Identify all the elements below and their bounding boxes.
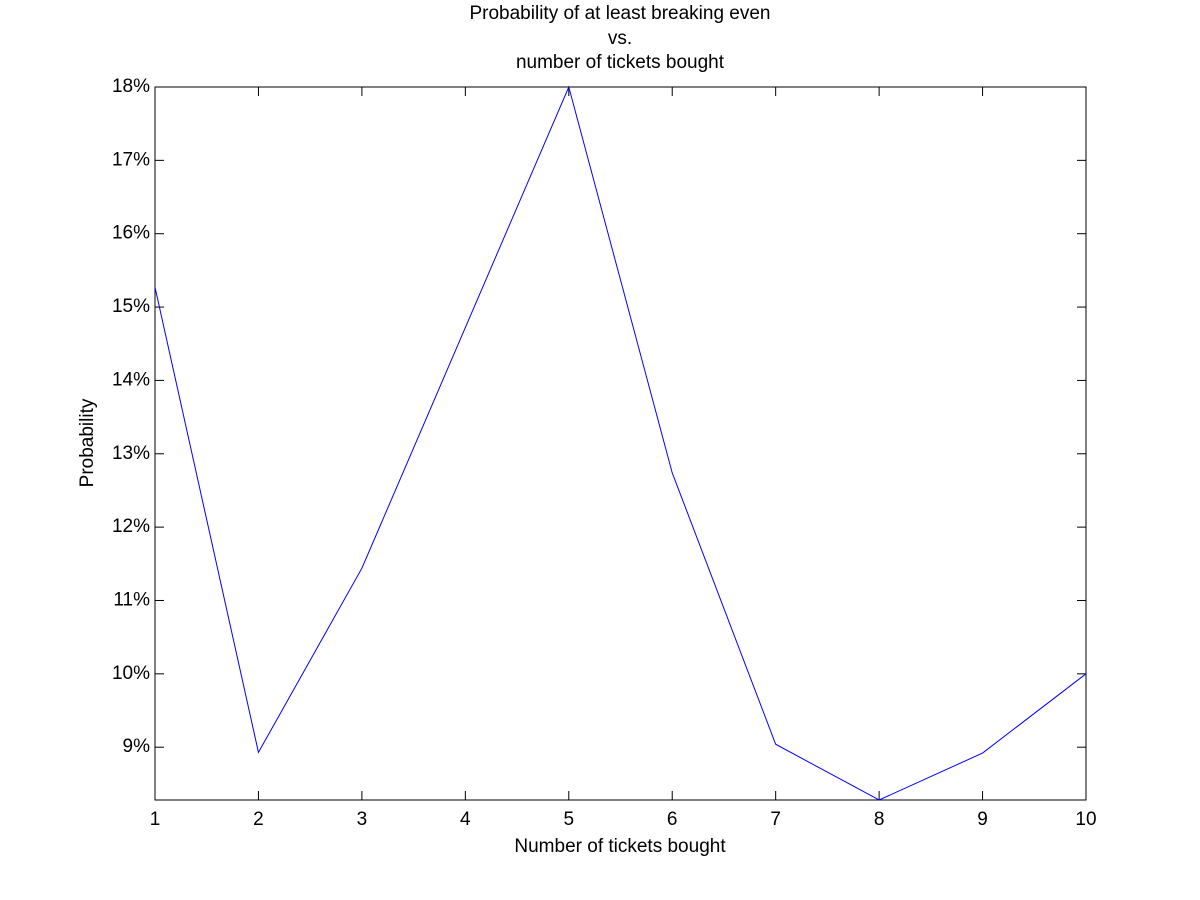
y-tick-label: 9% <box>123 736 151 757</box>
chart-title: Probability of at least breaking even <box>469 3 770 24</box>
x-axis-label: Number of tickets bought <box>514 836 726 857</box>
x-tick-label: 6 <box>667 809 678 830</box>
x-tick-label: 5 <box>563 809 574 830</box>
chart-title: number of tickets bought <box>516 52 725 73</box>
x-tick-label: 4 <box>460 809 471 830</box>
chart-title: vs. <box>608 28 632 49</box>
y-tick-label: 16% <box>112 223 150 244</box>
x-tick-label: 7 <box>770 809 781 830</box>
y-tick-label: 17% <box>112 149 150 170</box>
x-tick-label: 8 <box>874 809 885 830</box>
data-line <box>154 85 1087 801</box>
y-tick-label: 10% <box>112 663 150 684</box>
x-tick-label: 1 <box>150 809 161 830</box>
x-tick-label: 2 <box>253 809 264 830</box>
y-tick-label: 18% <box>112 76 150 97</box>
y-tick-label: 13% <box>112 443 150 464</box>
y-axis-label: Probability <box>77 398 98 487</box>
x-tick-label: 10 <box>1075 809 1096 830</box>
plot-area <box>154 86 1087 801</box>
y-tick-label: 15% <box>112 296 150 317</box>
x-tick-label: 3 <box>357 809 368 830</box>
y-tick-label: 11% <box>113 589 150 610</box>
y-tick-label: 14% <box>112 369 150 390</box>
x-tick-label: 9 <box>977 809 988 830</box>
y-tick-label: 12% <box>112 516 150 537</box>
